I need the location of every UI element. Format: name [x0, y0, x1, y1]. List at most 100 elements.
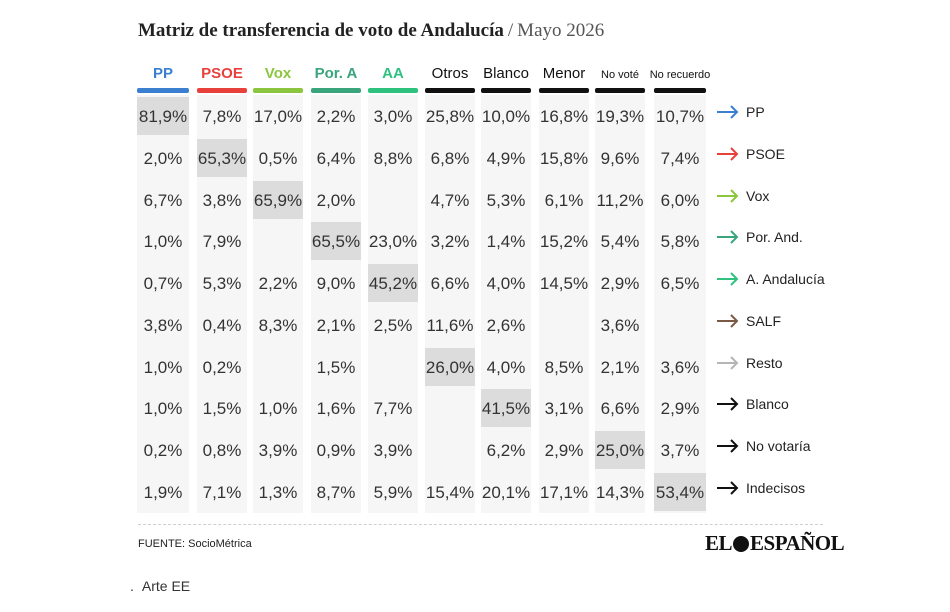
cell-value: 6,4%	[317, 149, 356, 168]
cell-value: 6,1%	[545, 191, 584, 210]
cell-value: 0,5%	[259, 149, 298, 168]
logo-text-right: ESPAÑOL	[750, 531, 845, 555]
credit-dot: .	[130, 578, 134, 594]
cell-value: 6,6%	[431, 274, 470, 293]
cell-value: 23,0%	[369, 232, 417, 251]
column-color-bar	[197, 88, 247, 93]
cell-value: 0,9%	[317, 441, 356, 460]
cell-value: 0,2%	[203, 358, 242, 377]
cell-value: 1,4%	[487, 232, 526, 251]
cell-value: 2,0%	[144, 149, 183, 168]
cell-value: 81,9%	[139, 107, 187, 126]
highlight-cell	[368, 264, 418, 302]
cell-value: 2,9%	[661, 399, 700, 418]
row-arrow-head-icon	[730, 356, 739, 370]
column-color-bar	[654, 88, 706, 93]
row-arrow-head-icon	[730, 147, 739, 161]
highlight-cell	[654, 473, 706, 511]
row-label: PSOE	[746, 146, 785, 162]
cell-value: 6,0%	[661, 191, 700, 210]
cell-value: 8,8%	[374, 149, 413, 168]
highlight-cell	[311, 222, 361, 260]
cell-value: 65,3%	[198, 149, 246, 168]
cell-value: 7,1%	[203, 483, 242, 502]
cell-value: 1,5%	[317, 358, 356, 377]
column-color-bar	[425, 88, 475, 93]
column-color-bar	[137, 88, 189, 93]
cell-value: 1,5%	[203, 399, 242, 418]
row-arrow-head-icon	[730, 397, 739, 411]
el-espanol-logo: EL ESPAÑOL	[705, 531, 845, 556]
row-label: SALF	[746, 313, 781, 329]
row-label: Resto	[746, 355, 783, 371]
cell-value: 5,4%	[601, 232, 640, 251]
cell-value: 1,9%	[144, 483, 183, 502]
cell-value: 53,4%	[656, 483, 704, 502]
cell-value: 45,2%	[369, 274, 417, 293]
row-label: PP	[746, 104, 765, 120]
cell-value: 26,0%	[426, 358, 474, 377]
cell-value: 9,6%	[601, 149, 640, 168]
title-separator: /	[507, 20, 514, 41]
row-label: Por. And.	[746, 229, 803, 245]
row-arrow-head-icon	[730, 314, 739, 328]
cell-value: 17,1%	[540, 483, 588, 502]
highlight-cell	[253, 181, 303, 219]
row-arrow-head-icon	[730, 189, 739, 203]
column-header: Menor	[543, 65, 586, 82]
column-color-bar	[311, 88, 361, 93]
cell-value: 6,2%	[487, 441, 526, 460]
cell-value: 3,0%	[374, 107, 413, 126]
row-arrow-head-icon	[730, 105, 739, 119]
cell-value: 25,0%	[596, 441, 644, 460]
cell-value: 2,1%	[317, 316, 356, 335]
cell-value: 4,9%	[487, 149, 526, 168]
column-background	[368, 95, 418, 513]
column-header: Vox	[265, 65, 292, 82]
cell-value: 3,6%	[661, 358, 700, 377]
credit: . Arte EE	[130, 578, 190, 594]
row-label: Indecisos	[746, 480, 805, 496]
cell-value: 5,8%	[661, 232, 700, 251]
cell-value: 7,8%	[203, 107, 242, 126]
cell-value: 6,5%	[661, 274, 700, 293]
chart-title: Matriz de transferencia de voto de Andal…	[138, 20, 604, 42]
cell-value: 1,0%	[259, 399, 298, 418]
cell-value: 7,7%	[374, 399, 413, 418]
highlight-cell	[425, 348, 475, 386]
cell-value: 19,3%	[596, 107, 644, 126]
cell-value: 2,2%	[259, 274, 298, 293]
cell-value: 65,9%	[254, 191, 302, 210]
cell-value: 3,8%	[203, 191, 242, 210]
cell-value: 7,9%	[203, 232, 242, 251]
lion-icon	[733, 536, 750, 552]
cell-value: 14,5%	[540, 274, 588, 293]
row-arrow-head-icon	[730, 439, 739, 453]
row-arrow-head-icon	[730, 272, 739, 286]
cell-value: 3,7%	[661, 441, 700, 460]
title-subtitle: Mayo 2026	[517, 20, 605, 41]
cell-value: 1,0%	[144, 358, 183, 377]
row-arrow-head-icon	[730, 481, 739, 495]
title-text: Matriz de transferencia de voto de Andal…	[138, 20, 504, 41]
row-label: Blanco	[746, 396, 789, 412]
footer-divider	[138, 524, 823, 525]
cell-value: 2,1%	[601, 358, 640, 377]
cell-value: 2,9%	[601, 274, 640, 293]
column-background	[425, 95, 475, 513]
highlight-cell	[595, 431, 645, 469]
cell-value: 17,0%	[254, 107, 302, 126]
cell-value: 1,0%	[144, 399, 183, 418]
column-header: No recuerdo	[650, 69, 711, 81]
cell-value: 11,2%	[597, 191, 644, 210]
column-header: PP	[153, 65, 173, 82]
column-background	[311, 95, 361, 513]
row-label: A. Andalucía	[746, 271, 825, 287]
column-background	[137, 95, 189, 513]
cell-value: 8,5%	[545, 358, 584, 377]
cell-value: 0,7%	[144, 274, 183, 293]
cell-value: 4,7%	[431, 191, 470, 210]
highlight-cell	[137, 97, 189, 135]
cell-value: 15,8%	[540, 149, 588, 168]
cell-value: 15,2%	[540, 232, 588, 251]
